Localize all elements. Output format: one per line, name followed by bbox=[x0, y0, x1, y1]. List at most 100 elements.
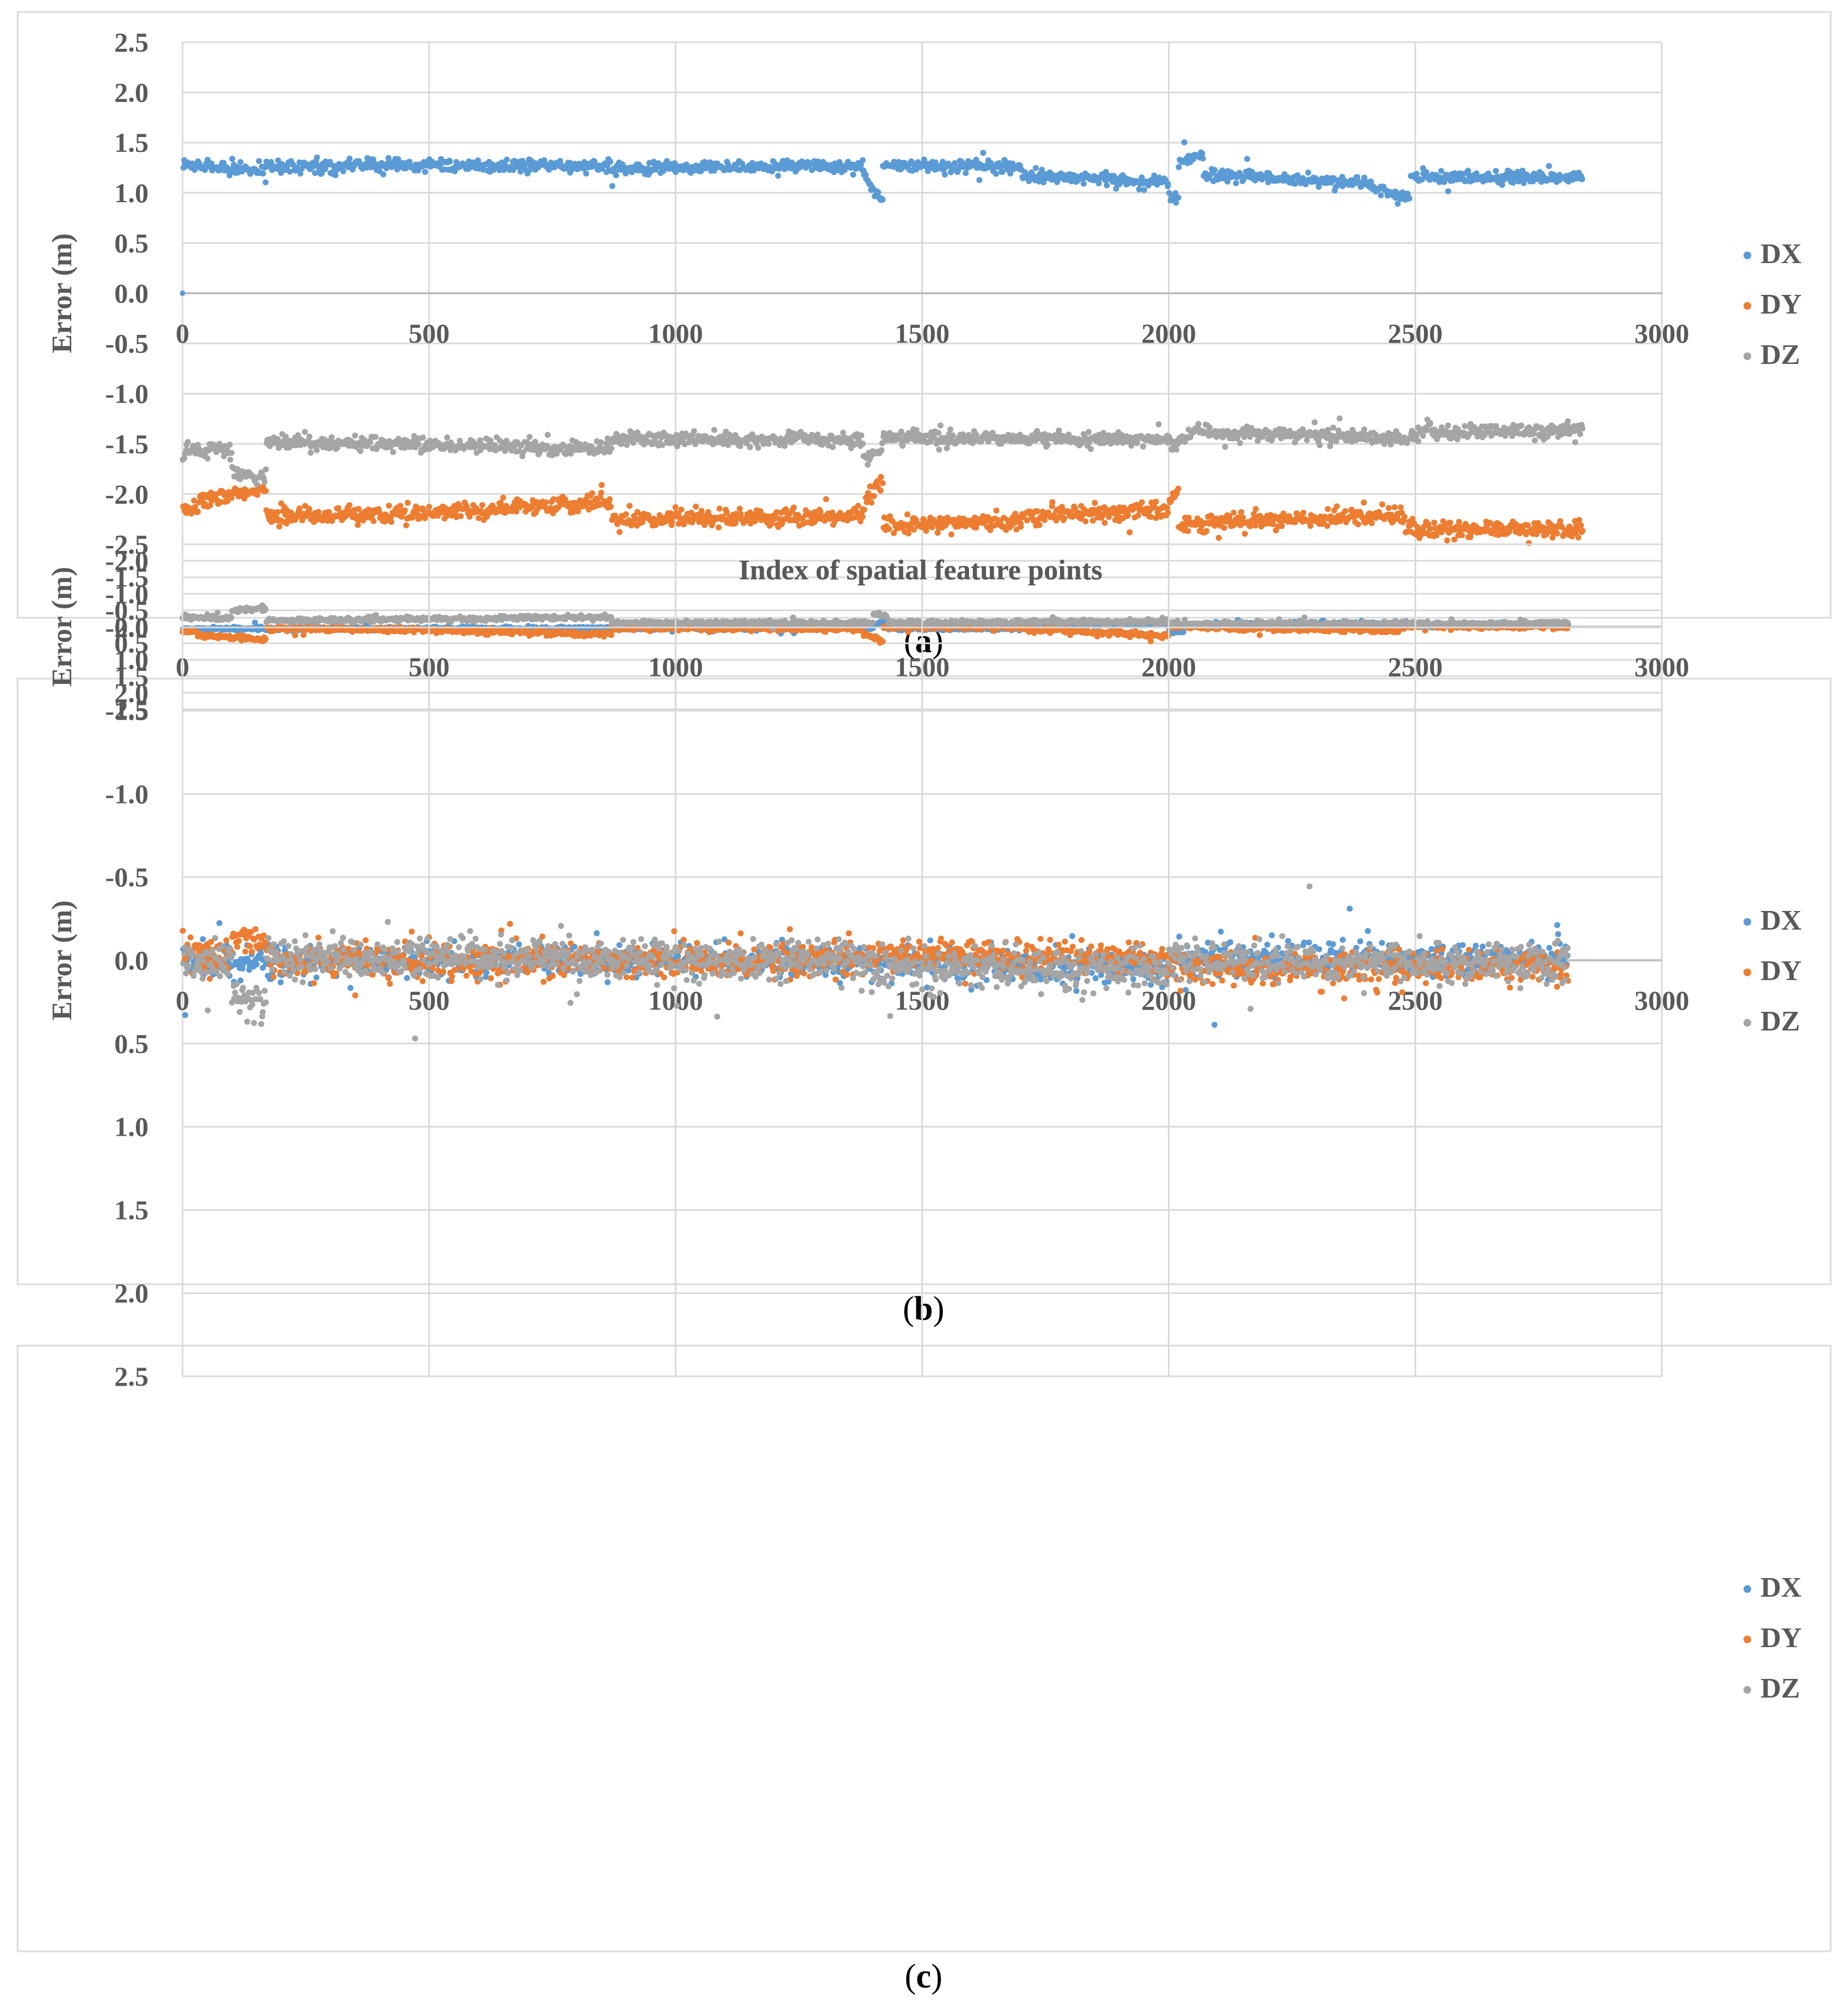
data-point bbox=[725, 442, 731, 448]
data-point bbox=[422, 169, 429, 175]
data-point bbox=[1398, 504, 1404, 511]
data-point bbox=[1554, 530, 1560, 537]
data-point bbox=[1049, 499, 1056, 505]
data-point bbox=[1036, 522, 1042, 528]
data-point bbox=[1040, 179, 1047, 186]
data-point bbox=[859, 514, 866, 520]
data-point bbox=[1377, 192, 1384, 198]
data-point bbox=[1044, 442, 1051, 448]
data-point bbox=[711, 426, 717, 433]
data-point bbox=[1360, 499, 1367, 506]
data-point bbox=[1113, 185, 1119, 192]
data-point bbox=[1233, 180, 1239, 186]
data-point bbox=[1136, 186, 1142, 192]
data-point bbox=[1431, 520, 1438, 526]
data-point bbox=[790, 504, 797, 511]
data-point bbox=[1034, 508, 1041, 515]
data-point bbox=[287, 168, 293, 175]
data-point bbox=[1135, 512, 1141, 519]
x-tick-label: 1000 bbox=[648, 318, 703, 349]
data-point bbox=[1330, 424, 1336, 431]
data-point bbox=[598, 439, 605, 446]
legend-marker-dy bbox=[1744, 302, 1751, 310]
data-point bbox=[878, 474, 884, 480]
data-point bbox=[904, 511, 910, 517]
data-point bbox=[195, 509, 201, 515]
data-point bbox=[297, 170, 304, 177]
data-point bbox=[1324, 522, 1331, 529]
y-axis-title: Error (m) bbox=[47, 567, 78, 687]
data-point bbox=[949, 432, 956, 438]
data-point bbox=[1148, 514, 1154, 520]
data-point bbox=[1252, 506, 1259, 512]
data-point bbox=[191, 497, 197, 504]
data-point bbox=[1085, 429, 1092, 435]
data-point bbox=[599, 482, 605, 488]
data-point bbox=[1237, 440, 1243, 446]
data-point bbox=[318, 170, 325, 176]
data-point bbox=[397, 503, 403, 509]
data-point bbox=[1155, 421, 1162, 428]
data-point bbox=[1355, 521, 1361, 528]
data-point bbox=[1184, 528, 1191, 534]
x-tick-label: 1500 bbox=[895, 318, 950, 349]
data-point bbox=[947, 426, 954, 432]
x-tick-label: 500 bbox=[408, 318, 449, 349]
data-point bbox=[855, 503, 862, 509]
data-point bbox=[962, 170, 969, 176]
legend-marker-dz bbox=[1744, 352, 1751, 360]
y-tick-label: -1.0 bbox=[105, 378, 149, 409]
data-point bbox=[283, 520, 290, 527]
y-tick-label: 2.0 bbox=[115, 77, 149, 108]
data-point bbox=[880, 480, 886, 486]
y-tick-label: 1.0 bbox=[115, 178, 149, 208]
data-point bbox=[589, 490, 595, 497]
data-point bbox=[861, 506, 868, 513]
data-point bbox=[993, 508, 1000, 514]
data-point bbox=[1519, 167, 1526, 174]
data-point bbox=[406, 158, 413, 165]
data-point bbox=[228, 494, 235, 501]
data-point bbox=[297, 505, 303, 512]
data-point bbox=[263, 179, 269, 186]
data-point bbox=[1456, 519, 1462, 525]
data-point bbox=[829, 444, 836, 451]
data-point bbox=[878, 487, 884, 494]
data-point bbox=[403, 437, 410, 444]
data-point bbox=[859, 157, 866, 163]
data-point bbox=[371, 518, 377, 525]
data-point bbox=[479, 502, 486, 508]
data-point bbox=[1091, 500, 1098, 506]
data-point bbox=[328, 434, 335, 440]
data-point bbox=[402, 507, 408, 514]
data-point bbox=[937, 422, 944, 429]
y-tick-label: 0.5 bbox=[115, 227, 149, 258]
data-point bbox=[388, 519, 395, 525]
data-point bbox=[1017, 523, 1024, 530]
data-point bbox=[322, 166, 328, 173]
x-tick-label: 3000 bbox=[1634, 318, 1689, 349]
data-point bbox=[1325, 506, 1331, 512]
data-point bbox=[939, 158, 946, 165]
data-point bbox=[517, 168, 524, 175]
data-point bbox=[1379, 501, 1386, 508]
data-point bbox=[1444, 537, 1450, 544]
data-point bbox=[1531, 437, 1538, 444]
y-axis-title: Error (m) bbox=[47, 234, 78, 354]
data-point bbox=[1334, 503, 1340, 510]
data-point bbox=[1305, 169, 1312, 176]
data-point bbox=[1492, 168, 1499, 174]
data-point bbox=[275, 509, 281, 515]
data-point bbox=[180, 291, 185, 296]
data-point bbox=[557, 158, 563, 164]
data-point bbox=[1423, 169, 1429, 175]
data-point bbox=[976, 176, 983, 183]
data-point bbox=[607, 158, 613, 165]
data-point bbox=[691, 428, 697, 435]
data-point bbox=[426, 504, 432, 510]
data-point bbox=[513, 508, 520, 515]
data-point bbox=[570, 509, 577, 515]
data-point bbox=[442, 505, 448, 511]
data-point bbox=[415, 441, 422, 448]
data-point bbox=[1361, 426, 1368, 432]
